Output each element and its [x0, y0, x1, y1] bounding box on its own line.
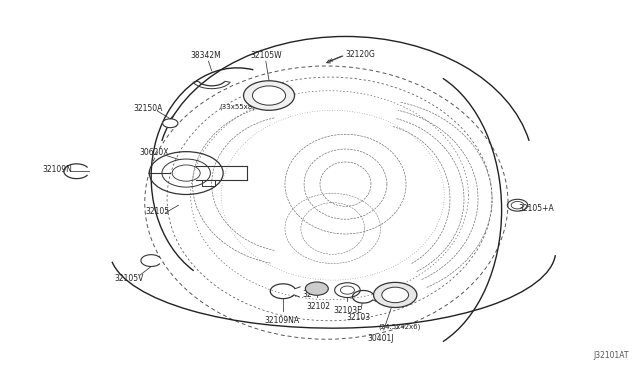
Text: 32105+A: 32105+A: [519, 203, 554, 213]
Text: (24.5x42x6): (24.5x42x6): [378, 324, 421, 330]
Text: 32103E: 32103E: [333, 306, 362, 315]
Circle shape: [305, 282, 328, 295]
Circle shape: [382, 287, 408, 303]
Circle shape: [163, 119, 178, 128]
Circle shape: [374, 282, 417, 308]
Text: 32105: 32105: [145, 207, 170, 217]
Text: 30620X: 30620X: [140, 148, 169, 157]
Text: 32102: 32102: [307, 302, 331, 311]
Text: 38342M: 38342M: [190, 51, 221, 61]
Text: 32103: 32103: [346, 313, 371, 323]
Text: 32105W: 32105W: [250, 51, 282, 61]
Text: 32109N: 32109N: [42, 165, 72, 174]
Text: 32109NA: 32109NA: [264, 316, 300, 325]
Circle shape: [252, 86, 285, 105]
Text: 32105V: 32105V: [114, 274, 143, 283]
Text: 32150A: 32150A: [133, 104, 163, 113]
Text: (33x55x8): (33x55x8): [219, 103, 255, 110]
Circle shape: [244, 81, 294, 110]
Text: 30401J: 30401J: [367, 334, 394, 343]
Text: 32120G: 32120G: [346, 51, 376, 60]
Text: 32: 32: [303, 291, 312, 299]
Text: J32101AT: J32101AT: [593, 351, 629, 360]
